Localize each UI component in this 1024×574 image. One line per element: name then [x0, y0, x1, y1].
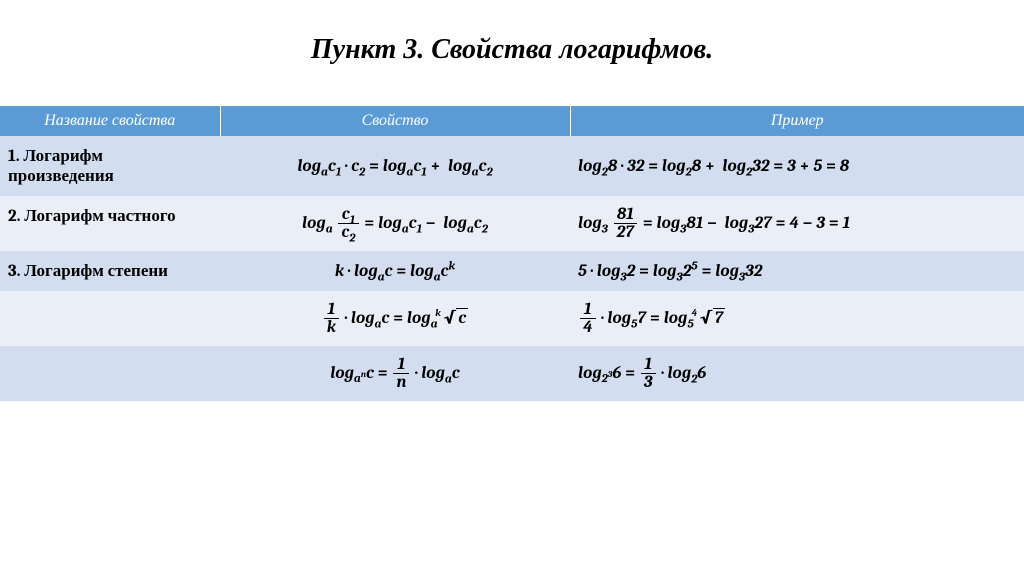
property-name: [0, 346, 220, 401]
table-row: 2. Логарифм частного loga c1c2 = logac1 …: [0, 196, 1024, 251]
property-example: log28 · 32 = log28 + log232 = 3 + 5 = 8: [570, 136, 1024, 196]
table-row: 1. Логарифм произведения logac1 · c2 = l…: [0, 136, 1024, 196]
col-header-name: Название свойства: [0, 106, 220, 136]
property-example: log236 = 13 · log26: [570, 346, 1024, 401]
col-header-prop: Свойство: [220, 106, 570, 136]
page-title: Пункт 3. Свойства логарифмов.: [0, 0, 1024, 106]
property-name: 2. Логарифм частного: [0, 196, 220, 251]
property-example: 5 · log32 = log325 = log332: [570, 251, 1024, 291]
property-name: [0, 291, 220, 346]
table-row: 3. Логарифм степени k · logac = logack 5…: [0, 251, 1024, 291]
property-name: 1. Логарифм произведения: [0, 136, 220, 196]
property-example: 14 · log57 = log5 4√7: [570, 291, 1024, 346]
property-formula: k · logac = logack: [220, 251, 570, 291]
table-row: 1k · logac = loga k√c 14 · log57 = log5 …: [0, 291, 1024, 346]
property-formula: loganc = 1n · logac: [220, 346, 570, 401]
property-formula: loga c1c2 = logac1 − logac2: [220, 196, 570, 251]
property-name: 3. Логарифм степени: [0, 251, 220, 291]
table-header-row: Название свойства Свойство Пример: [0, 106, 1024, 136]
table-row: loganc = 1n · logac log236 = 13 · log26: [0, 346, 1024, 401]
property-example: log3 8127 = log381 − log327 = 4 − 3 = 1: [570, 196, 1024, 251]
properties-table: Название свойства Свойство Пример 1. Лог…: [0, 106, 1024, 401]
property-formula: 1k · logac = loga k√c: [220, 291, 570, 346]
col-header-ex: Пример: [570, 106, 1024, 136]
property-formula: logac1 · c2 = logac1 + logac2: [220, 136, 570, 196]
